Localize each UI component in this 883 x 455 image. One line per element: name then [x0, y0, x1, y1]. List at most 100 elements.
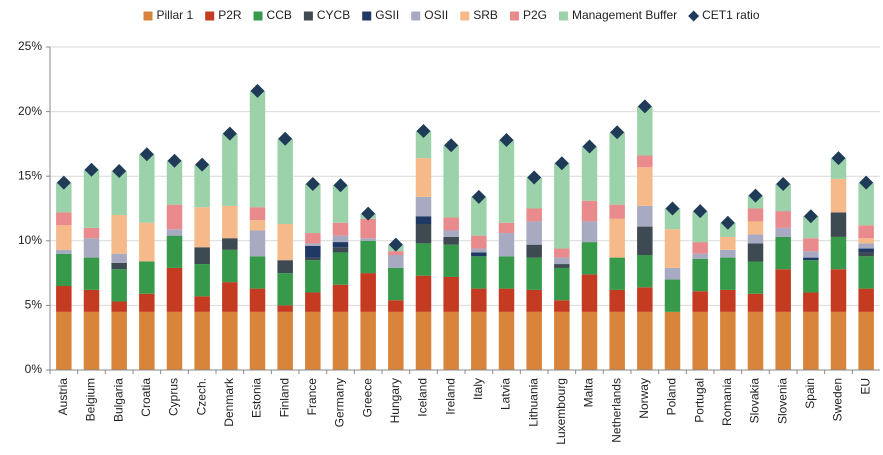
bar-segment — [139, 222, 155, 262]
bar-segment — [775, 183, 791, 212]
cet1-marker — [139, 147, 154, 162]
x-tick-label: Malta — [582, 378, 596, 408]
bar-segment — [471, 252, 487, 257]
bar-segment — [194, 247, 210, 265]
legend-label: CYCB — [317, 8, 350, 22]
bar-segment — [111, 253, 127, 263]
bar-segment — [637, 287, 653, 312]
bar-segment — [609, 204, 625, 219]
bar-segment — [498, 256, 515, 289]
bar-segment — [498, 233, 515, 257]
x-tick-label: Slovakia — [748, 378, 762, 424]
bar-segment — [360, 273, 376, 312]
bar-segment — [277, 138, 293, 225]
legend-label: SRB — [473, 8, 498, 22]
bar-segment — [83, 227, 100, 239]
cet1-marker — [610, 125, 625, 140]
bar-segment — [249, 207, 266, 221]
cet1-marker — [305, 176, 320, 191]
bar-segment — [305, 183, 321, 234]
legend-swatch — [509, 11, 519, 21]
bar-segment — [471, 196, 487, 236]
bar-segment — [775, 269, 791, 312]
bar-segment — [581, 274, 598, 312]
bar-segment — [858, 288, 874, 312]
bar-segment — [858, 252, 874, 257]
bar-segment — [249, 90, 266, 208]
bar-segment — [415, 275, 432, 312]
bar-segment — [720, 222, 736, 237]
bar-segment — [747, 261, 764, 294]
bar-segment — [803, 251, 819, 258]
cet1-marker — [56, 175, 71, 190]
bar-segment — [332, 185, 349, 223]
bar-segment — [720, 236, 736, 250]
bar-segment — [56, 286, 72, 312]
cet1-marker — [803, 209, 818, 224]
bar-segment — [803, 292, 819, 312]
bar-segment — [554, 248, 570, 258]
bar-segment — [554, 311, 570, 370]
y-tick-label: 0% — [25, 362, 43, 376]
cet1-marker — [112, 164, 127, 179]
bar-segment — [277, 273, 293, 306]
bar-segment — [360, 240, 376, 274]
legend-swatch — [253, 11, 263, 21]
cet1-marker — [84, 162, 99, 177]
bar-segment — [443, 230, 459, 237]
bar-segment — [388, 311, 404, 370]
bar-segment — [305, 260, 321, 293]
legend-label: P2G — [523, 8, 547, 22]
bar-segment — [443, 276, 459, 312]
bar-segment — [471, 248, 487, 253]
bar-segment — [720, 249, 736, 258]
bar-segment — [222, 311, 238, 370]
bar-segment — [249, 220, 266, 231]
bar-segment — [83, 169, 100, 228]
bar-segment — [443, 217, 459, 231]
bar-segment — [222, 133, 238, 206]
y-tick-label: 25% — [18, 39, 42, 53]
cet1-marker — [278, 131, 293, 146]
bar-segment — [194, 207, 210, 248]
bar-segment — [56, 212, 72, 226]
bar-segment — [664, 279, 681, 312]
bar-segment — [664, 267, 681, 280]
bar-segment — [332, 242, 349, 248]
cet1-marker — [776, 176, 791, 191]
bar-segment — [277, 305, 293, 312]
bar-segment — [720, 311, 736, 370]
bar-segment — [139, 293, 155, 312]
bar-segment — [554, 257, 570, 265]
cet1-marker — [582, 139, 597, 154]
x-tick-label: Cyprus — [167, 378, 181, 416]
legend-label: Management Buffer — [572, 8, 677, 22]
bar-segment — [581, 221, 598, 243]
legend-swatch — [205, 11, 215, 21]
bar-segment — [498, 288, 515, 312]
bar-segment — [222, 238, 238, 250]
bar-segment — [471, 288, 487, 312]
cet1-marker — [637, 99, 652, 114]
bar-segment — [581, 146, 598, 201]
bar-segment — [305, 233, 321, 244]
bar-segment — [222, 205, 238, 239]
bar-segment — [332, 284, 349, 312]
y-tick-label: 10% — [18, 233, 42, 247]
cet1-marker — [665, 201, 680, 216]
bar-segment — [471, 256, 487, 289]
x-tick-label: Croatia — [139, 378, 153, 417]
x-tick-label: Sweden — [831, 378, 845, 421]
x-tick-label: Finland — [277, 378, 291, 417]
bar-segment — [747, 208, 764, 222]
bar-segment — [443, 145, 459, 218]
x-tick-label: France — [305, 378, 319, 416]
bar-segment — [305, 243, 321, 246]
bar-segment — [637, 311, 653, 370]
bar-segment — [194, 296, 210, 312]
bar-segment — [305, 292, 321, 312]
bar-segment — [858, 243, 874, 249]
cet1-marker — [831, 151, 846, 166]
bar-segment — [830, 311, 847, 370]
bar-segment — [111, 269, 127, 302]
